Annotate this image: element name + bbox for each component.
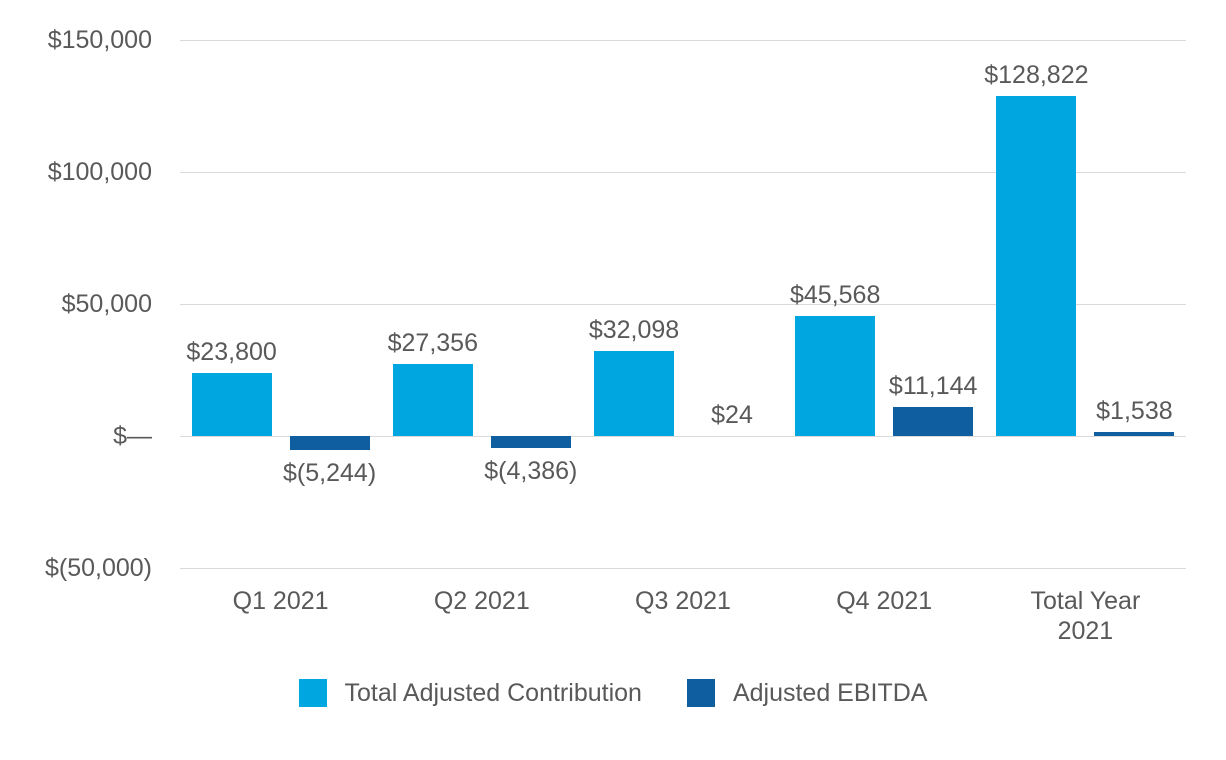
data-label: $1,538: [1096, 396, 1173, 425]
x-axis-category-label: Q4 2021: [836, 587, 933, 615]
legend-item-total-adjusted-contribution: Total Adjusted Contribution: [298, 678, 642, 708]
data-label: $23,800: [186, 338, 277, 367]
x-axis-category-label: Q1 2021: [232, 587, 329, 615]
legend-label-total-adjusted-contribution: Total Adjusted Contribution: [344, 679, 642, 707]
gridline: [180, 171, 1186, 173]
y-axis-tick-label: $50,000: [61, 290, 152, 318]
data-label: $(5,244): [283, 458, 377, 487]
legend-swatch-total-adjusted-contribution-icon: [298, 679, 327, 707]
y-axis-tick-label: $100,000: [47, 158, 152, 186]
gridline: [180, 567, 1186, 569]
legend-label-adjusted-ebitda: Adjusted EBITDA: [732, 679, 928, 707]
bar: [795, 315, 876, 436]
x-axis-category-label: Total Year 2021: [1030, 587, 1141, 645]
bar: [289, 436, 370, 450]
x-axis-category-label: Q3 2021: [635, 587, 731, 615]
data-label: $45,568: [790, 280, 881, 309]
legend-item-adjusted-ebitda: Adjusted EBITDA: [686, 678, 928, 708]
y-axis-tick-label: $150,000: [47, 26, 152, 54]
bar: [893, 406, 974, 436]
data-label: $24: [711, 400, 753, 429]
legend-swatch-adjusted-ebitda-icon: [686, 679, 715, 707]
y-axis-tick-label: $(50,000): [44, 554, 152, 582]
gridline: [180, 303, 1186, 305]
bar: [191, 373, 272, 436]
data-label: $(4,386): [484, 456, 578, 485]
data-label: $128,822: [984, 60, 1089, 89]
x-axis-category-label: Q2 2021: [433, 587, 530, 615]
bar: [1094, 431, 1175, 436]
legend: Total Adjusted Contribution Adjusted EBI…: [0, 678, 1226, 708]
gridline: [180, 39, 1186, 41]
data-label: $32,098: [588, 316, 680, 345]
gridline: [180, 435, 1186, 437]
bar: [392, 363, 473, 436]
bar: [594, 351, 674, 436]
y-axis-tick-label: $—: [113, 422, 152, 450]
data-label: $27,356: [387, 328, 478, 357]
bar: [996, 95, 1077, 436]
data-label: $11,144: [888, 371, 978, 400]
bar: [490, 436, 571, 448]
